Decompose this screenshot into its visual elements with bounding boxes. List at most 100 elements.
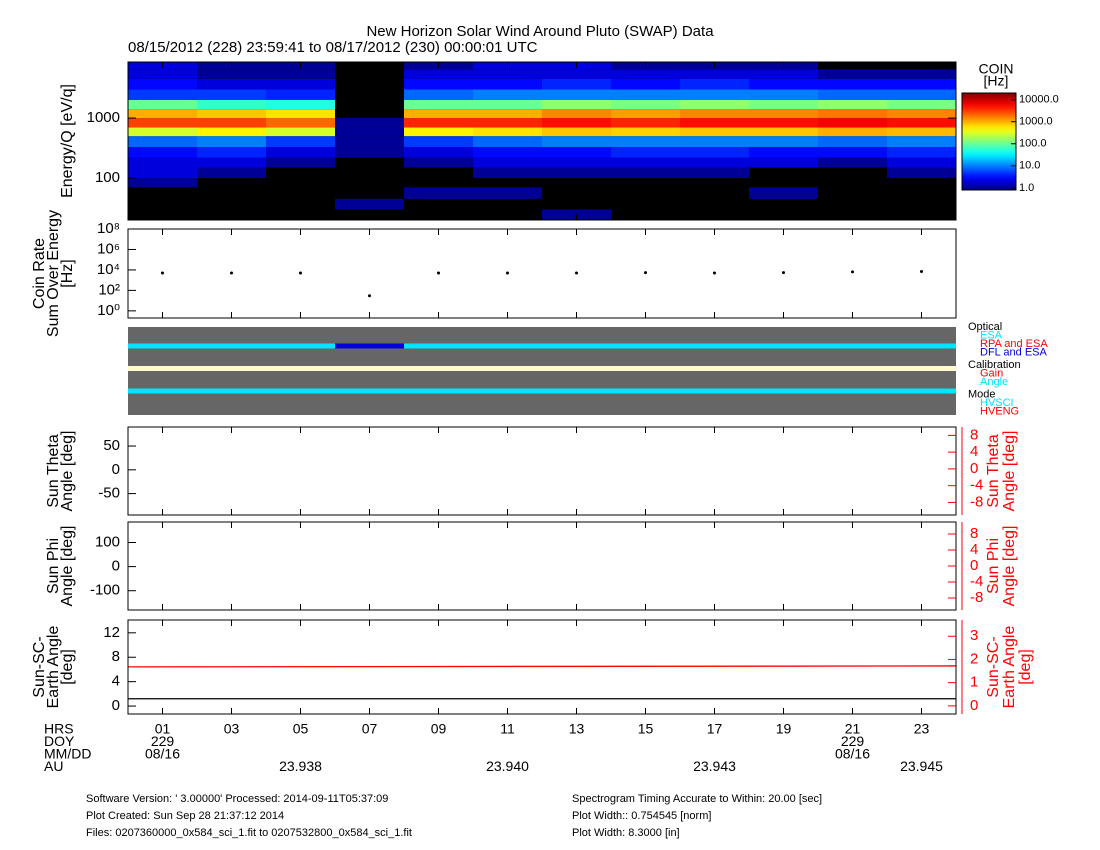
- heatmap-cell: [680, 146, 749, 158]
- status-segment: [128, 388, 956, 394]
- x-tick-label: 03: [224, 721, 240, 737]
- y2-axis-label: Angle [deg]: [1001, 526, 1018, 607]
- y2-axis-label: Sun Phi: [985, 538, 1002, 594]
- heatmap-cell: [611, 118, 680, 128]
- footer-text: Software Version: ' 3.00000' Processed: …: [86, 793, 388, 805]
- heatmap-cell: [404, 69, 473, 79]
- plot-frame: [127, 228, 957, 319]
- heatmap-cell: [266, 109, 335, 119]
- y-axis-label: Sun-SC-: [31, 636, 48, 697]
- heatmap-cell: [473, 157, 542, 168]
- y-axis-label: Angle [deg]: [59, 431, 76, 512]
- heatmap-cell: [542, 167, 611, 179]
- heatmap-cell: [749, 127, 818, 137]
- heatmap-cell: [128, 89, 197, 101]
- y2-tick-label: 2: [970, 650, 978, 667]
- heatmap-cell: [197, 78, 266, 90]
- heatmap-cell: [818, 157, 887, 168]
- y-tick-label: 4: [112, 673, 120, 690]
- x-tick-label: 15: [638, 721, 654, 737]
- colorbar-tick-label: 1000.0: [1019, 116, 1053, 128]
- heatmap-cell: [887, 127, 956, 137]
- heatmap-cell: [680, 157, 749, 168]
- y-axis-label: [deg]: [59, 649, 76, 685]
- y2-tick-label: 3: [970, 627, 978, 644]
- time-row-label: MM/DD: [44, 746, 91, 762]
- y-tick-label: -100: [90, 582, 120, 599]
- heatmap-cell: [887, 146, 956, 158]
- chart-subtitle: 08/15/2012 (228) 23:59:41 to 08/17/2012 …: [128, 39, 538, 56]
- heatmap-cell: [404, 89, 473, 101]
- x-tick-label: 07: [362, 721, 378, 737]
- y2-axis-label: Earth Angle: [1001, 626, 1018, 709]
- heatmap-cell: [887, 69, 956, 79]
- legend-label: Angle: [980, 376, 1008, 388]
- heatmap-cell: [473, 89, 542, 101]
- x-tick-label: 23: [914, 721, 930, 737]
- point: [506, 271, 509, 275]
- colorbar: [961, 92, 1017, 191]
- heatmap-cell: [197, 89, 266, 101]
- heatmap-cell: [335, 118, 404, 128]
- heatmap-cell: [818, 109, 887, 119]
- heatmap-cell: [473, 187, 542, 199]
- point: [713, 271, 716, 275]
- heatmap-cell: [887, 167, 956, 179]
- heatmap-cell: [197, 69, 266, 79]
- heatmap-cell: [473, 109, 542, 119]
- heatmap-cell: [128, 127, 197, 137]
- heatmap-cell: [611, 89, 680, 101]
- y-axis-label: Earth Angle: [45, 626, 62, 709]
- heatmap-cell: [611, 136, 680, 147]
- heatmap-cell: [680, 89, 749, 101]
- y-tick-label: 0: [112, 461, 120, 478]
- y-tick-label: 10⁴: [97, 261, 120, 278]
- heatmap-cell: [266, 89, 335, 101]
- x-tick-label: 229: [841, 733, 865, 749]
- time-row-label: HRS: [44, 721, 74, 737]
- y2-axis-label: Sun-SC-: [985, 636, 1002, 697]
- colorbar-tick-label: 100.0: [1019, 138, 1047, 150]
- y2-tick-label: 4: [970, 541, 978, 558]
- heatmap-cell: [266, 157, 335, 168]
- heatmap-cell: [749, 136, 818, 147]
- heatmap-cell: [473, 100, 542, 110]
- heatmap-cell: [749, 118, 818, 128]
- legend-label: ESA: [980, 329, 1003, 341]
- heatmap-cell: [335, 198, 404, 210]
- heatmap-cell: [197, 157, 266, 168]
- heatmap-cell: [887, 118, 956, 128]
- heatmap-cell: [542, 118, 611, 128]
- y-axis-label: Sum Over Energy: [45, 210, 62, 337]
- heatmap-cell: [749, 187, 818, 199]
- heatmap-cell: [404, 127, 473, 137]
- point: [161, 271, 164, 275]
- status-band: [128, 366, 956, 371]
- heatmap-cell: [473, 69, 542, 79]
- x-tick-label: 23.938: [279, 758, 322, 774]
- heatmap-cell: [749, 157, 818, 168]
- heatmap-cell: [749, 69, 818, 79]
- status-segment: [404, 343, 956, 349]
- x-tick-label: 13: [569, 721, 585, 737]
- y-tick-label: 10⁶: [97, 240, 120, 257]
- heatmap-cell: [473, 78, 542, 90]
- heatmap-cell: [473, 136, 542, 147]
- heatmap-cell: [611, 78, 680, 90]
- colorbar-tick-label: 1.0: [1019, 182, 1034, 194]
- heatmap-cell: [611, 127, 680, 137]
- y-tick-label: 0: [112, 697, 120, 714]
- heatmap-cell: [473, 127, 542, 137]
- y-tick-label: 12: [103, 624, 120, 641]
- heatmap-cell: [818, 89, 887, 101]
- point: [851, 270, 854, 274]
- colorbar-tick-label: 10000.0: [1019, 94, 1059, 106]
- y-tick-label: 50: [103, 437, 120, 454]
- footer-text: Plot Created: Sun Sep 28 21:37:12 2014: [86, 810, 284, 822]
- heatmap-cell: [680, 167, 749, 179]
- heatmap-cell: [680, 109, 749, 119]
- heatmap-cell: [542, 157, 611, 168]
- heatmap-cell: [335, 146, 404, 158]
- colorbar-title: [Hz]: [984, 73, 1009, 89]
- y2-tick-label: -4: [970, 477, 983, 494]
